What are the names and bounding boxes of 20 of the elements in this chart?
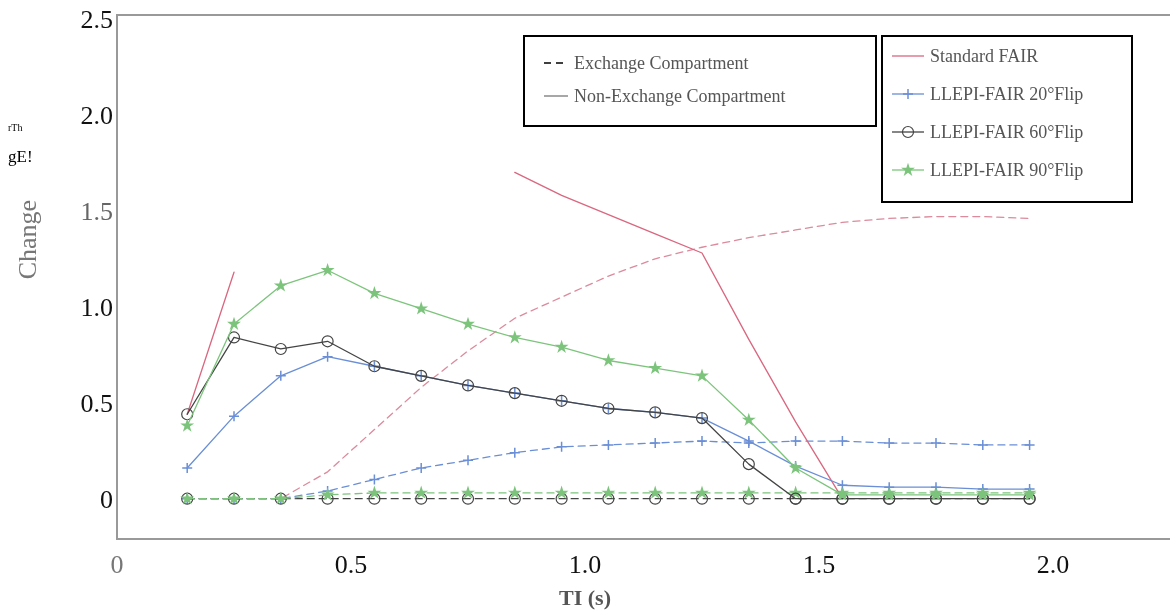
y-tick-label: 0 bbox=[100, 484, 113, 514]
x-axis-title: TI (s) bbox=[559, 585, 611, 610]
x-tick-label: 1.5 bbox=[802, 550, 836, 579]
y-tick-label: 0.5 bbox=[80, 388, 113, 418]
x-tick-label: 1.0 bbox=[568, 550, 602, 579]
legend-label: LLEPI-FAIR 90°Flip bbox=[930, 160, 1084, 181]
annotation: Non-Exchange Compartment bbox=[574, 86, 786, 107]
y-tick-label: 2.5 bbox=[80, 4, 113, 34]
y-axis-title: Change bbox=[13, 199, 42, 280]
legend-label: LLEPI-FAIR 60°Flip bbox=[930, 122, 1084, 143]
x-tick-label: 2.0 bbox=[1036, 550, 1070, 579]
legend-label: LLEPI-FAIR 20°Flip bbox=[930, 84, 1084, 105]
legend-label: Standard FAIR bbox=[930, 46, 1039, 67]
annotation: Exchange Compartment bbox=[574, 53, 749, 74]
y-tick-label: 2.0 bbox=[80, 100, 113, 130]
x-tick-label: 0.5 bbox=[334, 550, 368, 579]
text: gE! bbox=[8, 147, 33, 166]
y-tick-label: 1.0 bbox=[80, 292, 113, 322]
y-tick-label: 1.5 bbox=[80, 196, 113, 226]
text: rTh bbox=[8, 122, 23, 133]
